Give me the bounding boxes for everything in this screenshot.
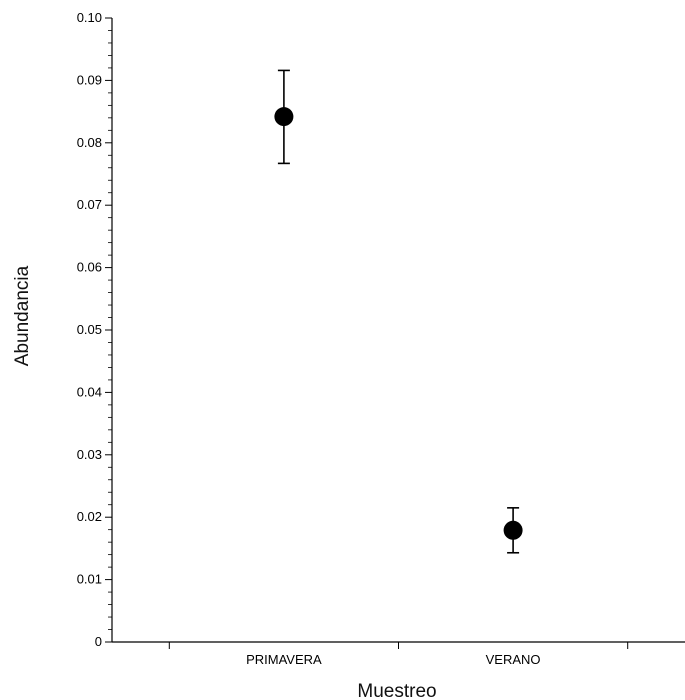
x-tick-label: PRIMAVERA xyxy=(246,652,322,667)
y-tick-label: 0.06 xyxy=(77,260,102,275)
y-tick-label: 0.02 xyxy=(77,509,102,524)
y-tick-label: 0.01 xyxy=(77,572,102,587)
y-tick-label: 0.04 xyxy=(77,384,102,399)
y-tick-label: 0.07 xyxy=(77,197,102,212)
data-point xyxy=(503,520,523,540)
y-tick-label: 0.05 xyxy=(77,322,102,337)
y-tick-label: 0.09 xyxy=(77,72,102,87)
y-tick-label: 0.10 xyxy=(77,10,102,25)
x-axis: PRIMAVERA VERANO xyxy=(112,641,685,667)
x-tick-label: VERANO xyxy=(486,652,541,667)
y-axis-title: Abundancia xyxy=(12,265,33,366)
data-point xyxy=(274,107,294,127)
y-tick-label: 0 xyxy=(95,634,102,649)
x-axis-title: Muestreo xyxy=(357,681,436,700)
data-marks xyxy=(274,69,523,554)
y-tick-label: 0.08 xyxy=(77,135,102,150)
y-tick-label: 0.03 xyxy=(77,447,102,462)
y-axis: 0 0.01 0.02 0.03 0.04 0.05 0.06 0.07 0.08 0.09 0.1… xyxy=(77,10,113,649)
